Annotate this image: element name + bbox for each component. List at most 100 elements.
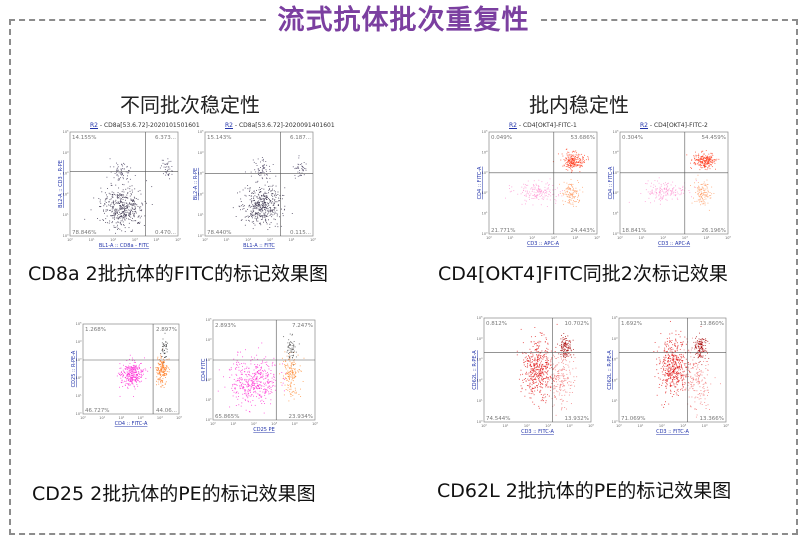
event-dot	[120, 223, 122, 225]
event-dot	[535, 371, 537, 373]
event-dot	[701, 192, 703, 194]
flow-plot-cd4-run1: R2 - CD4[OKT4]-FITC-1 10⁰ 10⁰ 10¹ 10¹ 10² 10² 1…	[477, 122, 601, 248]
event-dot	[538, 377, 540, 379]
event-dot	[666, 369, 668, 371]
event-dot	[584, 160, 585, 162]
event-dot	[563, 366, 564, 368]
event-dot	[157, 378, 159, 380]
event-dot	[654, 180, 656, 182]
event-dot	[699, 370, 701, 372]
event-dot	[536, 373, 538, 375]
event-dot	[670, 385, 672, 387]
event-dot	[124, 218, 126, 220]
event-dot	[579, 166, 581, 168]
event-dot	[697, 357, 699, 359]
event-dot	[703, 349, 705, 351]
event-dot	[570, 194, 572, 196]
event-dot	[563, 342, 564, 344]
event-dot	[535, 379, 537, 381]
event-dot	[570, 166, 572, 168]
caption-cd25: CD25 2批抗体的PE的标记效果图	[32, 483, 316, 505]
event-dot	[571, 185, 573, 187]
event-dot	[124, 196, 126, 198]
event-dot	[571, 164, 573, 166]
event-dot	[247, 371, 248, 373]
event-dot	[270, 389, 272, 391]
event-dot	[161, 159, 163, 161]
event-dot	[134, 374, 136, 376]
event-dot	[135, 210, 137, 212]
event-dot	[266, 208, 268, 210]
event-dot	[260, 200, 262, 202]
event-dot	[536, 197, 538, 199]
event-dot	[130, 374, 132, 376]
event-dot	[702, 339, 704, 341]
event-dot	[130, 384, 132, 386]
event-dot	[119, 205, 121, 207]
event-dot	[704, 398, 706, 400]
event-dot	[250, 210, 252, 212]
event-dot	[541, 181, 543, 183]
event-dot	[261, 194, 262, 196]
event-dot	[573, 189, 575, 191]
event-dot	[262, 218, 263, 220]
event-dot	[672, 348, 674, 350]
event-dot	[560, 356, 562, 358]
event-dot	[674, 370, 676, 372]
event-dot	[575, 193, 577, 194]
page-title: 流式抗体批次重复性	[267, 2, 540, 40]
event-dot	[676, 348, 678, 350]
event-dot	[119, 221, 121, 223]
event-dot	[283, 194, 285, 196]
event-dot	[104, 200, 106, 202]
event-dot	[544, 393, 546, 395]
event-dot	[674, 377, 676, 378]
event-dot	[123, 168, 125, 170]
event-dot	[134, 379, 136, 381]
event-dot	[566, 353, 568, 355]
event-dot	[289, 343, 290, 345]
quadrant-percentage: 65.865%	[215, 414, 239, 420]
event-dot	[248, 384, 250, 386]
event-dot	[672, 352, 674, 354]
event-dot	[132, 205, 134, 206]
event-dot	[551, 357, 553, 359]
event-dot	[538, 347, 539, 349]
event-dot	[132, 220, 134, 222]
event-dot	[530, 397, 532, 399]
event-dot	[140, 369, 142, 371]
event-dot	[694, 379, 696, 381]
event-dot	[561, 369, 563, 371]
event-dot	[142, 204, 144, 206]
event-dot	[159, 379, 161, 380]
event-dot	[273, 379, 275, 381]
event-dot	[132, 229, 133, 231]
event-dot	[674, 351, 676, 353]
event-dot	[699, 340, 701, 342]
event-dot	[570, 381, 572, 383]
event-dot	[121, 164, 123, 166]
event-dot	[259, 216, 261, 218]
event-dot	[530, 376, 532, 378]
event-dot	[671, 192, 673, 194]
event-dot	[127, 170, 129, 171]
quadrant-percentage: 13.860%	[700, 321, 724, 327]
event-dot	[124, 202, 126, 204]
event-dot	[664, 187, 666, 189]
event-dot	[654, 200, 655, 202]
event-dot	[663, 369, 665, 371]
event-dot	[697, 341, 699, 343]
event-dot	[571, 157, 573, 159]
event-dot	[576, 162, 578, 163]
event-dot	[137, 369, 139, 371]
event-dot	[578, 160, 580, 162]
event-dot	[583, 161, 585, 163]
event-dot	[562, 380, 564, 382]
event-dot	[692, 377, 694, 379]
event-dot	[118, 193, 120, 195]
event-dot	[667, 360, 668, 362]
event-dot	[128, 203, 130, 205]
event-dot	[253, 381, 255, 383]
event-dot	[129, 363, 131, 365]
event-dot	[538, 186, 540, 188]
